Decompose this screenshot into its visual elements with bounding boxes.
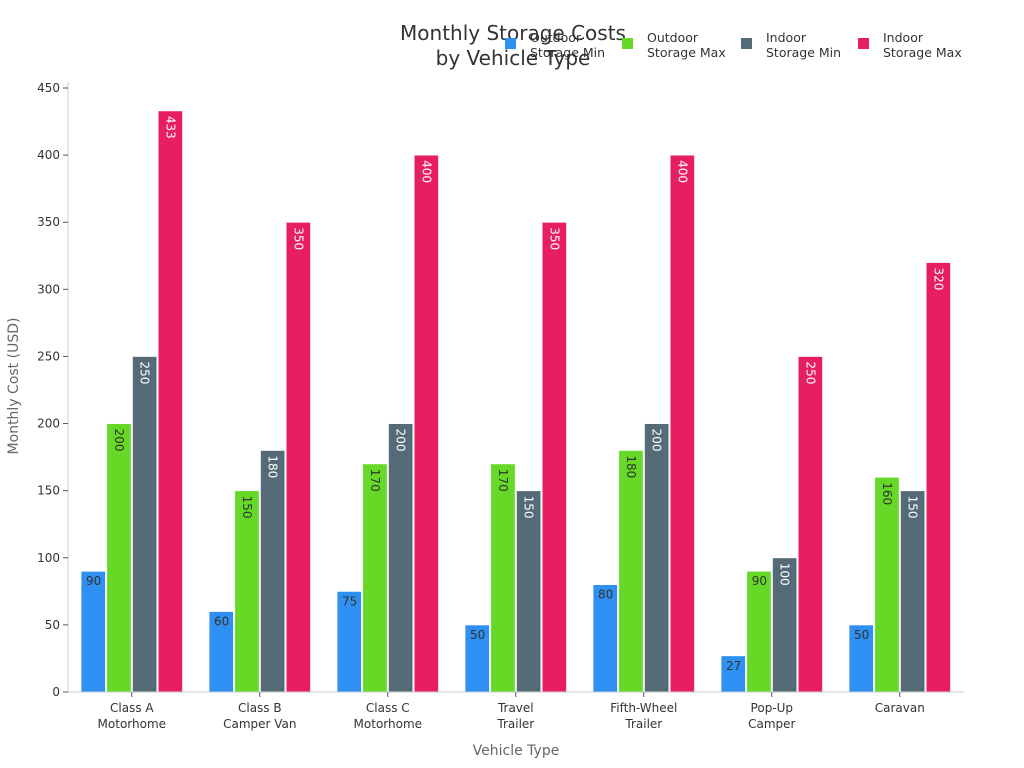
bar [644, 423, 670, 693]
bar [541, 221, 567, 693]
bar [874, 476, 900, 693]
bar-value-label: 180 [624, 455, 638, 478]
chart-title: Monthly Storage Costs by Vehicle Type [400, 21, 626, 70]
bar-labels-layer: 90 200 250 433 60 150 180 350 75 170 200 400 50 170 15… [86, 116, 945, 673]
bar-value-label: 320 [931, 267, 945, 290]
y-tick-label: 450 [37, 81, 60, 95]
bar-value-label: 200 [394, 429, 408, 452]
x-axis-title: Vehicle Type [473, 743, 560, 759]
bar-value-label: 50 [470, 628, 485, 642]
bars-layer [80, 110, 951, 693]
legend-label: Indoor Storage Min [766, 30, 841, 60]
x-tick-label: Class C Motorhome [354, 701, 422, 731]
bar [259, 449, 286, 693]
bar-value-label: 150 [906, 496, 920, 519]
bar [362, 463, 388, 693]
y-tick-label: 400 [37, 148, 60, 162]
bar-value-label: 200 [112, 429, 126, 452]
bar-value-label: 150 [240, 496, 254, 519]
y-tick-label: 150 [37, 484, 60, 498]
bar [80, 570, 106, 693]
bar [925, 262, 951, 693]
bar [516, 490, 542, 693]
bar [336, 590, 362, 693]
x-tick-label: Caravan [875, 701, 925, 715]
bar-value-label: 250 [138, 361, 152, 384]
y-tick-label: 0 [52, 685, 60, 699]
bar-value-label: 180 [266, 455, 280, 478]
bar-value-label: 433 [163, 116, 177, 139]
y-tick-label: 300 [37, 282, 60, 296]
x-tick-label: Travel Trailer [496, 701, 534, 731]
y-tick-label: 200 [37, 417, 60, 431]
bar [208, 611, 234, 693]
bar [618, 449, 644, 693]
bar-value-label: 150 [522, 496, 536, 519]
bar [669, 154, 695, 693]
legend-swatch [622, 38, 633, 49]
bar-value-label: 75 [342, 594, 357, 608]
legend-label: Outdoor Storage Min [530, 30, 605, 60]
bar-value-label: 160 [880, 482, 894, 505]
bar [234, 490, 260, 693]
bar [746, 570, 772, 693]
bar [592, 584, 618, 693]
x-tick-label: Class B Camper Van [223, 701, 296, 731]
bar [387, 423, 414, 693]
bar-value-label: 400 [419, 160, 433, 183]
y-tick-label: 350 [37, 215, 60, 229]
bar [797, 356, 823, 693]
y-tick-label: 250 [37, 349, 60, 363]
chart-title-text: Monthly Storage Costs by Vehicle Type [400, 21, 626, 70]
bar-value-label: 50 [854, 628, 869, 642]
bar [285, 221, 312, 693]
bar-value-label: 350 [547, 227, 561, 250]
legend-swatch [858, 38, 869, 49]
bar-value-label: 250 [803, 361, 817, 384]
bar-value-label: 170 [368, 469, 382, 492]
legend-swatch [741, 38, 752, 49]
axes-layer: 0 50 100 150 200 250 300 350 400 450 Class A Motorh… [6, 81, 964, 759]
legend-swatch [505, 38, 516, 49]
bar-value-label: 90 [86, 574, 101, 588]
bar-value-label: 90 [752, 574, 767, 588]
bar-value-label: 100 [778, 563, 792, 586]
bar-value-label: 350 [291, 227, 305, 250]
bar [772, 557, 798, 693]
legend-label: Indoor Storage Max [883, 30, 962, 60]
bar [106, 423, 132, 693]
bar [900, 490, 926, 693]
bar-value-label: 60 [214, 614, 229, 628]
y-tick-label: 100 [37, 551, 60, 565]
bar-value-label: 200 [650, 429, 664, 452]
y-axis-title: Monthly Cost (USD) [6, 318, 22, 455]
x-tick-label: Pop-Up Camper [748, 701, 795, 731]
bar [413, 154, 440, 693]
bar-value-label: 400 [675, 160, 689, 183]
x-tick-label: Class A Motorhome [98, 701, 166, 731]
bar-value-label: 27 [726, 659, 741, 673]
bar-value-label: 170 [496, 469, 510, 492]
bar [490, 463, 516, 693]
legend: Outdoor Storage Min Outdoor Storage Max Indo… [505, 30, 962, 60]
bar [131, 356, 158, 693]
legend-label: Outdoor Storage Max [647, 30, 726, 60]
bar [157, 110, 184, 693]
y-tick-label: 50 [45, 618, 60, 632]
bar-value-label: 80 [598, 588, 613, 602]
x-tick-label: Fifth-Wheel Trailer [610, 701, 677, 731]
